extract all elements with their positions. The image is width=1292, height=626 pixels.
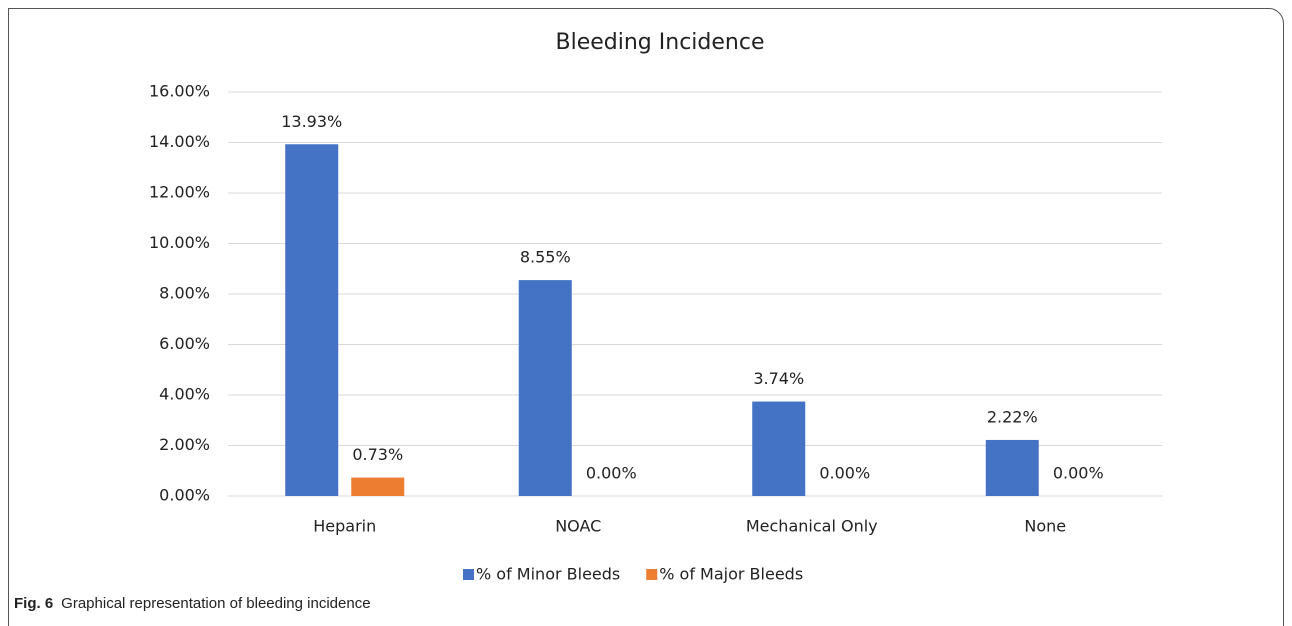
- y-tick-label: 6.00%: [159, 334, 210, 353]
- y-tick-label: 12.00%: [149, 183, 210, 202]
- y-tick-label: 14.00%: [149, 132, 210, 151]
- x-tick-label: Mechanical Only: [746, 517, 878, 536]
- value-label: 8.55%: [520, 248, 571, 267]
- caption: Fig. 6 Graphical representation of bleedi…: [14, 595, 371, 612]
- value-label: 13.93%: [281, 112, 342, 131]
- bar: [285, 144, 339, 496]
- legend-label: % of Major Bleeds: [659, 565, 803, 584]
- x-tick-label: NOAC: [555, 517, 601, 536]
- value-label: 0.00%: [1053, 464, 1104, 483]
- y-tick-label: 8.00%: [159, 284, 210, 303]
- value-label: 0.00%: [819, 464, 870, 483]
- bar: [985, 439, 1039, 496]
- bar: [518, 280, 572, 496]
- caption-text: Graphical representation of bleeding inc…: [61, 595, 370, 612]
- y-tick-label: 4.00%: [159, 385, 210, 404]
- bar: [351, 477, 405, 496]
- y-tick-label: 10.00%: [149, 233, 210, 252]
- x-tick-label: Heparin: [313, 517, 376, 536]
- value-label: 0.00%: [586, 464, 637, 483]
- caption-label: Fig. 6: [14, 595, 53, 612]
- value-label: 3.74%: [753, 369, 804, 388]
- bar: [752, 401, 806, 496]
- value-label: 2.22%: [987, 407, 1038, 426]
- chart-title: Bleeding Incidence: [556, 30, 765, 55]
- legend-label: % of Minor Bleeds: [476, 565, 620, 584]
- legend-swatch: [646, 569, 658, 580]
- y-tick-label: 0.00%: [159, 486, 210, 505]
- legend-swatch: [463, 569, 474, 580]
- frame: [8, 7, 1284, 626]
- value-label: 0.73%: [352, 445, 403, 464]
- x-tick-label: None: [1024, 517, 1066, 536]
- y-tick-label: 2.00%: [159, 435, 210, 454]
- y-tick-label: 16.00%: [149, 82, 210, 101]
